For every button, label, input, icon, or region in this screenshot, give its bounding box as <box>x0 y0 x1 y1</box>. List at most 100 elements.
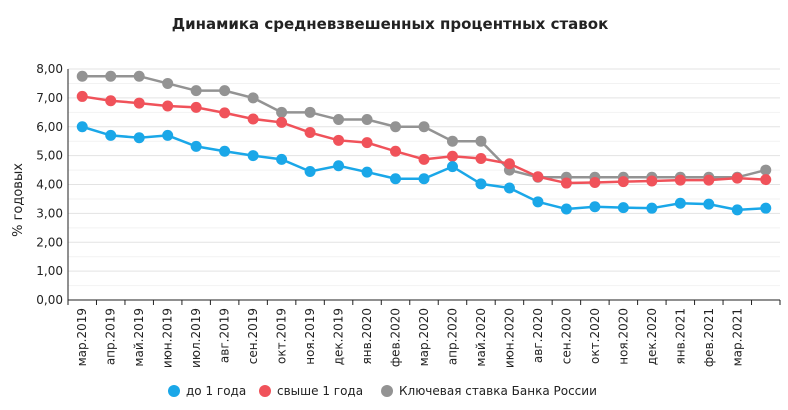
y-tick-label: 6,00 <box>36 120 63 134</box>
x-tick-label: мар.2021 <box>730 308 744 366</box>
x-tick-label: июн.2019 <box>161 308 175 368</box>
x-tick-labels: мар.2019 апр.2019 май.2019 июн.2019 июл.2019… <box>75 308 744 368</box>
legend-label: Ключевая ставка Банка России <box>399 384 597 398</box>
data-point <box>190 140 202 152</box>
x-tick-label: янв.2021 <box>673 308 687 365</box>
data-point <box>760 164 772 176</box>
legend-item: до 1 года <box>168 384 246 398</box>
data-point <box>361 114 373 126</box>
axes <box>67 69 781 305</box>
data-point <box>617 176 629 188</box>
data-point <box>219 145 231 157</box>
data-point <box>760 202 772 214</box>
data-point <box>247 150 259 162</box>
data-point <box>190 101 202 113</box>
data-point <box>418 121 430 133</box>
legend-item: Ключевая ставка Банка России <box>381 384 597 398</box>
data-point <box>276 116 288 128</box>
data-point <box>76 121 88 133</box>
data-point <box>390 121 402 133</box>
legend: до 1 года свыше 1 года Ключевая ставка Бан… <box>168 384 597 398</box>
data-point <box>105 95 117 107</box>
data-point <box>475 135 487 147</box>
x-tick-label: окт.2020 <box>588 308 602 364</box>
data-point <box>105 70 117 82</box>
data-point <box>162 129 174 141</box>
data-point <box>418 173 430 185</box>
data-point <box>276 106 288 118</box>
data-point <box>646 202 658 214</box>
data-point <box>304 106 316 118</box>
x-tick-label: май.2019 <box>132 308 146 367</box>
y-tick-label: 1,00 <box>36 264 63 278</box>
data-point <box>674 197 686 209</box>
series-0 <box>76 121 772 216</box>
data-point <box>247 92 259 104</box>
data-point <box>276 153 288 165</box>
data-point <box>219 85 231 97</box>
data-point <box>589 176 601 188</box>
x-tick-label: мар.2019 <box>75 308 89 366</box>
x-tick-label: дек.2019 <box>332 308 346 365</box>
data-point <box>333 114 345 126</box>
data-point <box>617 202 629 214</box>
data-point <box>446 135 458 147</box>
x-tick-label: апр.2019 <box>104 308 118 365</box>
legend-marker <box>259 385 271 397</box>
y-axis-label: % годовых <box>11 163 26 237</box>
data-point <box>133 132 145 144</box>
data-point <box>475 178 487 190</box>
x-tick-label: июн.2020 <box>502 308 516 368</box>
data-point <box>703 174 715 186</box>
x-tick-label: ноя.2019 <box>303 308 317 365</box>
chart-title: Динамика средневзвешенных процентных ста… <box>172 15 609 33</box>
legend-label: свыше 1 года <box>277 384 363 398</box>
data-point <box>446 150 458 162</box>
data-point <box>162 100 174 112</box>
data-point <box>133 70 145 82</box>
data-point <box>674 174 686 186</box>
data-point <box>731 204 743 216</box>
data-point <box>361 137 373 149</box>
data-point <box>760 174 772 186</box>
data-point <box>560 177 572 189</box>
x-tick-label: окт.2019 <box>275 308 289 364</box>
data-point <box>76 70 88 82</box>
y-tick-labels: 0,00 1,00 2,00 3,00 4,00 5,00 6,00 7,00 8,00 <box>36 62 63 307</box>
data-point <box>503 158 515 170</box>
data-point <box>333 134 345 146</box>
data-point <box>390 145 402 157</box>
data-point <box>105 129 117 141</box>
legend-marker <box>168 385 180 397</box>
data-point <box>418 153 430 165</box>
data-point <box>133 97 145 109</box>
data-point <box>646 175 658 187</box>
x-tick-label: май.2020 <box>474 308 488 367</box>
data-point <box>219 107 231 119</box>
x-tick-label: фев.2021 <box>702 308 716 367</box>
x-tick-label: сен.2020 <box>559 308 573 364</box>
x-tick-label: авг.2020 <box>531 308 545 363</box>
legend-label: до 1 года <box>186 384 246 398</box>
data-point <box>446 161 458 173</box>
data-point <box>560 203 572 215</box>
x-tick-label: июл.2019 <box>189 308 203 368</box>
data-point <box>76 90 88 102</box>
x-tick-label: ноя.2020 <box>616 308 630 365</box>
series-group <box>76 70 772 216</box>
data-point <box>162 77 174 89</box>
data-point <box>361 166 373 178</box>
data-point <box>304 127 316 139</box>
y-tick-label: 2,00 <box>36 235 63 249</box>
x-tick-label: авг.2019 <box>218 308 232 363</box>
x-tick-label: апр.2020 <box>445 308 459 365</box>
x-tick-label: сен.2019 <box>246 308 260 364</box>
data-point <box>304 166 316 178</box>
data-point <box>703 198 715 210</box>
grid-lines <box>68 68 780 301</box>
y-tick-label: 7,00 <box>36 91 63 105</box>
data-point <box>731 172 743 184</box>
series-line <box>81 125 766 212</box>
data-point <box>333 160 345 172</box>
